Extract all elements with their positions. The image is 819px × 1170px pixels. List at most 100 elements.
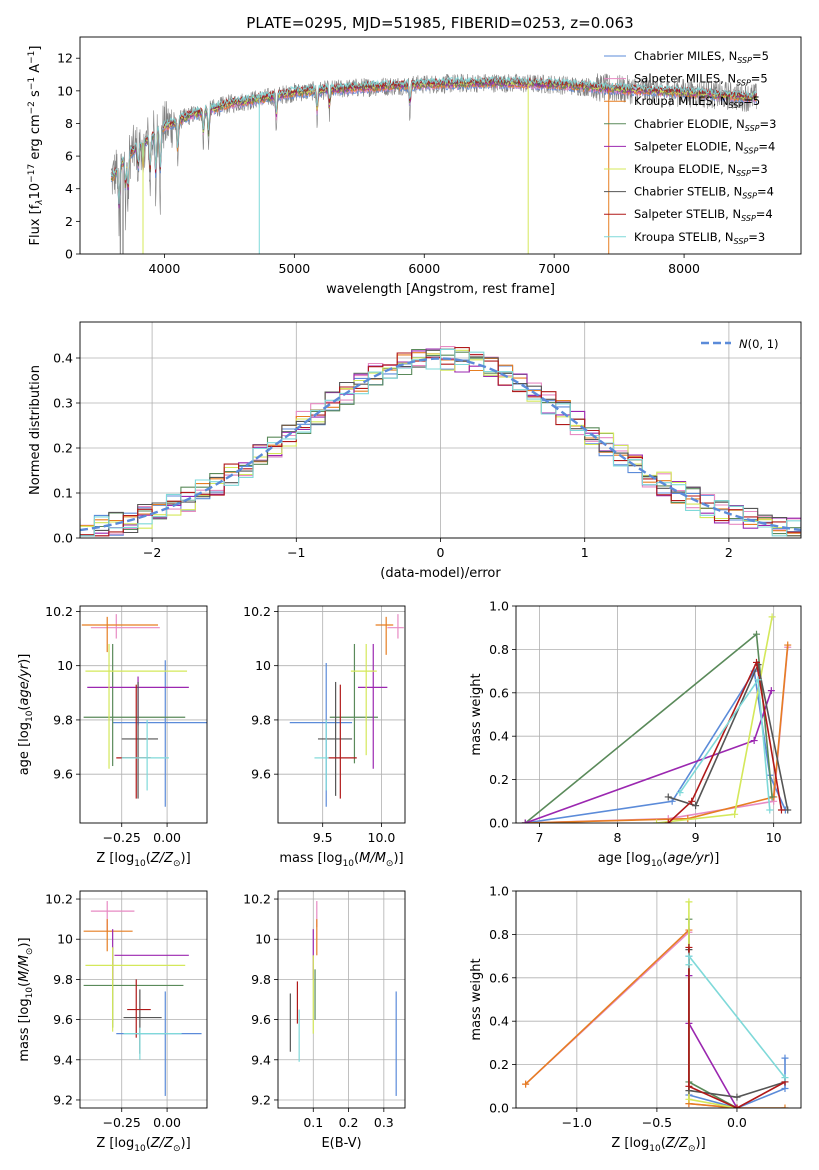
legend-label: Kroupa MILES, NSSP=5	[634, 94, 760, 110]
label-part: SSP	[745, 124, 760, 133]
label-part: =4	[756, 207, 773, 221]
label-part: ⊙	[25, 948, 35, 956]
x-tick-label: 1	[581, 545, 589, 560]
mass-weight-marker	[522, 1080, 530, 1088]
mass-weight-marker	[688, 797, 696, 805]
label-part: 10	[28, 183, 43, 200]
x-tick-label: 10	[766, 830, 782, 845]
mass-weight-line	[667, 659, 783, 823]
mass-weight-marker	[752, 658, 760, 666]
y-tick-label: 0.8	[489, 927, 509, 942]
label-part: (0, 1)	[748, 337, 779, 351]
label-part: SSP	[741, 214, 756, 223]
label-part: Chabrier MILES, N	[634, 49, 737, 63]
label-part: −17	[27, 164, 37, 183]
label-part: ⊙	[688, 1144, 696, 1154]
mass-weight-marker	[784, 641, 792, 649]
mass-weight-marker	[781, 1054, 789, 1062]
label-part: =4	[758, 139, 775, 153]
axes-frame	[79, 605, 208, 824]
label-part: )]	[696, 1136, 706, 1151]
label-part: =5	[752, 49, 769, 63]
y-tick-label: 10	[255, 932, 271, 947]
label-part: 10	[25, 710, 35, 722]
y-tick-label: 10	[255, 658, 271, 673]
mass-weight-marker	[685, 961, 693, 969]
label-part: Z [log	[96, 1136, 134, 1151]
label-part: (	[661, 1136, 666, 1151]
y-axis-label: Normed distribution	[28, 365, 43, 495]
plot-residuals: −2 −1 0 1 2 0.0 0.1 0.2 0.3 0.4 N(0, 1) (data-model…	[28, 321, 802, 581]
x-axis-label: (data-model)/error	[380, 566, 501, 581]
x-tick-label: 0.1	[303, 1115, 323, 1130]
label-part: Kroupa MILES, N	[634, 94, 729, 108]
y-tick-label: 0.3	[53, 396, 73, 411]
label-part: Salpeter MILES, N	[634, 72, 736, 86]
axes-frame	[79, 321, 802, 539]
y-tick-label: 0	[65, 247, 73, 262]
label-part: SSP	[742, 192, 757, 201]
label-part: M/M	[17, 955, 32, 982]
plot-area-mass-vs-ebv	[289, 901, 397, 1096]
plot-mass-vs-ebv: 0.1 0.2 0.3 9.2 9.4 9.6 9.8 10 10.2 E(B-V)	[243, 890, 406, 1151]
y-tick-label: 9.8	[53, 972, 73, 987]
legend-label: Chabrier ELODIE, NSSP=3	[634, 117, 776, 133]
label-part: Chabrier STELIB, N	[634, 185, 742, 199]
normal-reference-line	[80, 357, 801, 532]
mass-weight-marker	[777, 806, 785, 814]
y-tick-label: 8	[65, 116, 73, 131]
mass-weight-marker	[685, 952, 693, 960]
mass-weight-marker	[750, 737, 758, 745]
y-tick-label: 0.4	[53, 351, 73, 366]
y-tick-label: 9.8	[251, 712, 271, 727]
y-tick-label: 0.0	[53, 531, 73, 546]
mass-weight-marker	[685, 1095, 693, 1103]
label-part: s	[28, 90, 43, 101]
label-part: SSP	[744, 146, 759, 155]
label-part: SSP	[729, 101, 744, 110]
y-axis-label: Flux [fλ10−17 erg cm−2 s−1 A−1]	[27, 46, 45, 246]
label-part: mass [log	[17, 998, 32, 1061]
plot-area-residuals	[80, 346, 801, 537]
x-axis-label: mass [log10(M/M⊙)]	[279, 851, 403, 869]
legend-label: Salpeter ELODIE, NSSP=4	[634, 139, 775, 155]
label-part: age/yr	[667, 851, 710, 866]
x-axis-label: E(B-V)	[321, 1136, 361, 1151]
x-tick-label: 7	[535, 830, 543, 845]
label-part: λ	[35, 199, 45, 205]
label-part: Z/Z	[150, 1136, 174, 1151]
y-tick-label: 9.4	[53, 1052, 73, 1067]
plot-massweight-vs-Z: −1.0 −0.5 0.0 0.0 0.2 0.4 0.6 0.8 1.0 Z [log10(Z/…	[469, 884, 802, 1154]
y-tick-label: 9.6	[53, 767, 73, 782]
label-part: )]	[393, 851, 403, 866]
x-tick-label: 4000	[149, 261, 181, 276]
label-part: Chabrier ELODIE, N	[634, 117, 745, 131]
legend-label: Salpeter MILES, NSSP=5	[634, 72, 768, 88]
x-tick-label: −1.0	[562, 1115, 592, 1130]
label-part: =3	[760, 117, 777, 131]
y-axis-label: mass weight	[469, 958, 484, 1040]
x-tick-label: −0.5	[642, 1115, 672, 1130]
mass-weight-marker	[784, 806, 792, 814]
label-part: 10	[651, 859, 663, 869]
mass-weight-marker	[781, 1084, 789, 1092]
label-part: SSP	[736, 169, 751, 178]
label-part: 10	[649, 1144, 661, 1154]
x-tick-label: 0.00	[153, 830, 181, 845]
label-part: 10	[343, 859, 355, 869]
x-tick-label: 5000	[278, 261, 310, 276]
label-part: (	[17, 982, 32, 987]
y-tick-label: 0.6	[489, 685, 509, 700]
y-tick-label: 0.1	[53, 486, 73, 501]
y-tick-label: 1.0	[489, 599, 509, 614]
y-tick-label: 9.2	[53, 1092, 73, 1107]
x-tick-label: −0.25	[103, 1115, 141, 1130]
mass-weight-marker	[521, 819, 529, 823]
label-part: −1	[27, 77, 37, 90]
label-part: (	[146, 851, 151, 866]
mass-weight-marker	[781, 1074, 789, 1082]
